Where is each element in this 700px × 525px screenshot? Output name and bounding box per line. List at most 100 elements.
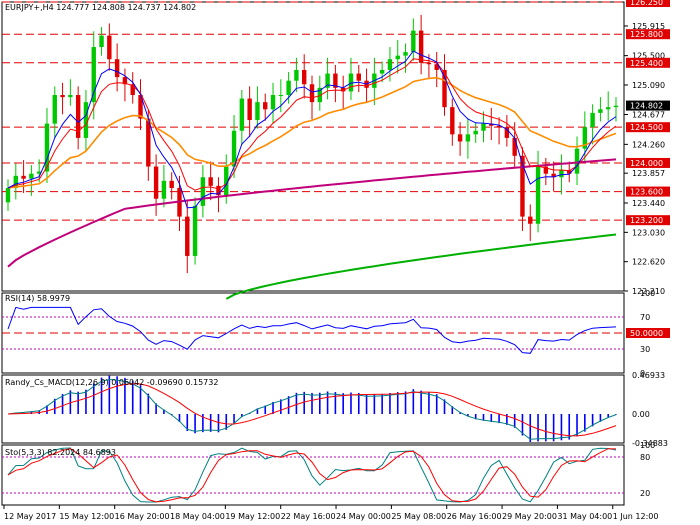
x-tick-label: 19 May 12:00	[225, 512, 280, 521]
candle-body	[512, 137, 517, 156]
candle-body	[278, 94, 284, 96]
candle-body	[489, 123, 494, 126]
candle-body	[29, 173, 34, 179]
price-tick-label: 123.857	[632, 169, 665, 178]
candle-body	[75, 94, 81, 138]
candle-body	[348, 73, 354, 92]
candle-body	[114, 59, 120, 78]
price-level-label: 125.400	[630, 59, 663, 68]
candle-body	[130, 84, 135, 95]
macd-line	[7, 378, 617, 440]
stochastic-tick-label: 80	[640, 453, 650, 462]
price-tick-label: 123.030	[632, 228, 665, 237]
candle-body	[36, 171, 42, 174]
price-level-label: 123.600	[630, 188, 663, 197]
price-level-box	[626, 29, 670, 40]
stochastic-d-line	[7, 448, 617, 503]
candle-body	[5, 187, 11, 203]
price-panel-title: EURJPY+,H4 124.777 124.808 124.737 124.8…	[5, 3, 196, 12]
current-price-box	[626, 100, 670, 111]
candle-body	[169, 180, 174, 188]
x-tick-label: 31 May 04:00	[557, 512, 612, 521]
candle-body	[270, 94, 276, 110]
candle-body	[473, 130, 478, 135]
price-tick-label: 125.915	[632, 22, 665, 31]
price-level-label: 124.500	[630, 123, 663, 132]
x-tick-label: 15 May 12:00	[59, 512, 114, 521]
candle-body	[161, 180, 167, 199]
rsi-tick-label: 30	[640, 345, 650, 354]
candle-body	[426, 62, 432, 65]
candle-body	[543, 166, 549, 174]
candle-body	[83, 102, 89, 138]
stochastic-tick-label: 20	[640, 489, 650, 498]
x-tick-label: 18 May 04:00	[170, 512, 225, 521]
x-axis: 12 May 2017 15 May 12:00 16 May 20:00 18 Ma…	[3, 505, 659, 521]
candle-body	[231, 130, 237, 167]
price-level-box	[626, 122, 670, 133]
candle-body	[411, 30, 416, 53]
candle-body	[528, 216, 533, 224]
price-tick-label: 122.620	[632, 258, 665, 267]
candle-body	[403, 52, 408, 56]
macd-signal-line	[7, 383, 617, 437]
candle-body	[224, 166, 229, 196]
rsi-level-box	[626, 328, 670, 338]
candle-body	[294, 69, 299, 81]
x-tick-label: 24 May 00:00	[336, 512, 391, 521]
candle-body	[52, 94, 57, 124]
rsi-panel-title: RSI(14) 58.9979	[5, 294, 70, 303]
candle-body	[21, 175, 26, 179]
rsi-tick-label: 70	[640, 313, 650, 322]
price-level-label: 126.250	[630, 0, 663, 7]
rsi-panel: 0 30 70 100 50.0000	[2, 289, 670, 378]
x-tick-label: 1 Jun 12:00	[613, 512, 659, 521]
candle-body	[551, 173, 556, 178]
candle-body	[185, 216, 190, 256]
ma-series-orange	[7, 76, 617, 189]
candle-body	[91, 47, 96, 103]
price-tick-label: 124.260	[632, 140, 665, 149]
price-level-label: 124.000	[630, 159, 663, 168]
candle-body	[44, 123, 50, 172]
candle-body	[613, 105, 619, 108]
price-tick-label: 122.210	[632, 287, 665, 296]
candle-body	[286, 80, 291, 95]
candle-body	[450, 107, 455, 135]
candle-body	[325, 73, 330, 88]
price-tick-label: 125.090	[632, 81, 665, 90]
price-tick-label: 123.440	[632, 199, 665, 208]
current-price-label: 124.802	[630, 102, 663, 111]
candle-body	[434, 64, 439, 70]
candle-body	[216, 185, 221, 196]
panel-frame-0	[1, 1, 625, 292]
x-tick-label: 29 May 20:00	[502, 512, 557, 521]
candle-body	[317, 87, 322, 103]
price-level-box	[626, 0, 670, 7]
candle-body	[387, 59, 393, 70]
macd-tick-label: -0.34883	[632, 439, 668, 448]
x-tick-label: 16 May 20:00	[115, 512, 170, 521]
panel-frame-2	[1, 374, 625, 444]
ma-series-red	[7, 58, 617, 191]
stochastic-k-line	[7, 447, 617, 503]
price-level-box	[626, 57, 670, 68]
candle-body	[208, 177, 213, 186]
price-panel: 122.210 122.620 123.030 123.440 123.857 124.2…	[2, 0, 670, 300]
candle-body	[418, 30, 424, 63]
candle-body	[192, 205, 198, 256]
rsi-level-label: 50.0000	[630, 329, 663, 338]
candle-body	[200, 177, 206, 206]
candle-body	[60, 94, 65, 98]
x-tick-label: 12 May 2017	[4, 512, 56, 521]
macd-tick-label: 0.00	[632, 410, 650, 419]
stochastic-panel: 20 80 100	[2, 441, 655, 503]
candle-body	[395, 55, 400, 60]
candle-body	[309, 84, 315, 103]
ma-series-magenta	[7, 158, 617, 268]
candle-body	[442, 69, 447, 108]
candle-body	[68, 94, 73, 98]
price-tick-label: 125.500	[632, 52, 665, 61]
candle-body	[606, 107, 611, 110]
